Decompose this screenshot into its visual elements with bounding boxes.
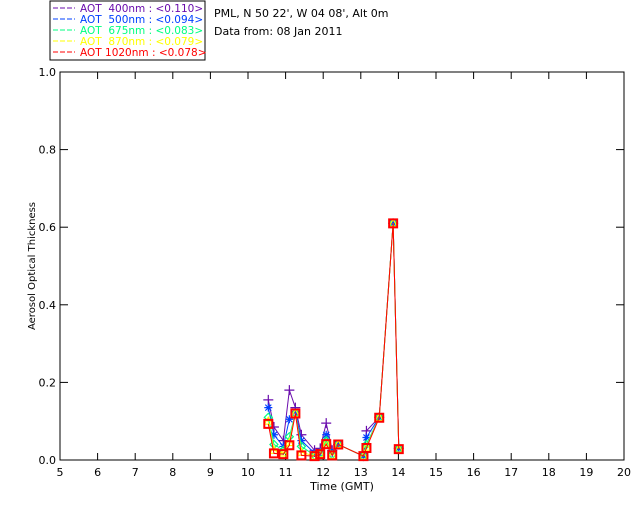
x-tick-label: 5 <box>57 466 64 479</box>
data-point <box>268 448 279 459</box>
plot-frame <box>59 71 625 461</box>
data-point <box>327 450 338 461</box>
data-point <box>296 450 307 461</box>
series-line-0 <box>267 223 400 457</box>
y-tick-label: 0.4 <box>39 299 57 312</box>
data-point <box>321 439 332 450</box>
x-tick-label: 18 <box>542 466 556 479</box>
legend-entry: AOT 675nm : <0.083> <box>80 25 203 37</box>
data-point <box>315 449 326 460</box>
data-point <box>263 394 274 405</box>
x-tick-label: 9 <box>207 466 214 479</box>
x-axis-label: Time (GMT) <box>309 480 374 493</box>
legend: AOT 400nm : <0.110>AOT 500nm : <0.094>AO… <box>53 3 207 59</box>
legend-entry: AOT 500nm : <0.094> <box>80 14 203 26</box>
legend-entry: AOT 870nm : <0.079> <box>80 36 203 48</box>
data-point <box>374 412 385 423</box>
data-point <box>278 447 289 457</box>
x-tick-label: 13 <box>354 466 368 479</box>
data-point <box>291 407 300 416</box>
y-tick-label: 0.8 <box>39 144 57 157</box>
date-text: Data from: 08 Jan 2011 <box>214 25 343 38</box>
x-tick-label: 7 <box>132 466 139 479</box>
x-tick-label: 19 <box>579 466 593 479</box>
data-point <box>269 430 278 439</box>
data-point <box>321 437 332 447</box>
legend-box <box>49 0 206 61</box>
y-tick-label: 1.0 <box>39 66 57 79</box>
x-tick-label: 10 <box>241 466 255 479</box>
x-tick-label: 8 <box>169 466 176 479</box>
data-point <box>328 449 337 458</box>
data-point <box>284 385 295 396</box>
y-tick-label: 0.0 <box>39 454 57 467</box>
x-tick-label: 12 <box>316 466 330 479</box>
data-point <box>285 415 294 424</box>
data-point <box>297 436 306 445</box>
data-point <box>361 442 372 453</box>
x-tick-label: 20 <box>617 466 631 479</box>
x-tick-label: 15 <box>429 466 443 479</box>
data-point <box>362 433 371 442</box>
plot-area <box>263 218 404 462</box>
data-point <box>263 418 274 429</box>
legend-entry: AOT 400nm : <0.110> <box>80 3 203 15</box>
legend-entry: AOT 1020nm : <0.078> <box>80 47 207 59</box>
data-point <box>264 403 273 412</box>
data-point <box>321 418 332 429</box>
data-point <box>284 440 295 451</box>
data-point <box>290 408 301 419</box>
location-text: PML, N 50 22', W 04 08', Alt 0m <box>214 7 388 20</box>
data-point <box>333 439 344 450</box>
data-point <box>388 218 399 229</box>
axes: 5 6 7 8 9 10 11 12 13 14 15 16 17 18 19 20 0.0 0.2 0.4 0.6 0… <box>39 66 632 479</box>
data-point <box>393 444 404 455</box>
x-tick-label: 16 <box>467 466 481 479</box>
data-point <box>322 430 331 439</box>
y-axis-label: Aerosol Optical Thickness <box>27 202 38 330</box>
x-tick-label: 17 <box>504 466 518 479</box>
x-tick-label: 14 <box>391 466 405 479</box>
y-tick-label: 0.6 <box>39 221 57 234</box>
x-tick-label: 6 <box>94 466 101 479</box>
y-tick-label: 0.2 <box>39 376 57 389</box>
data-point <box>361 441 372 451</box>
x-tick-label: 11 <box>279 466 293 479</box>
